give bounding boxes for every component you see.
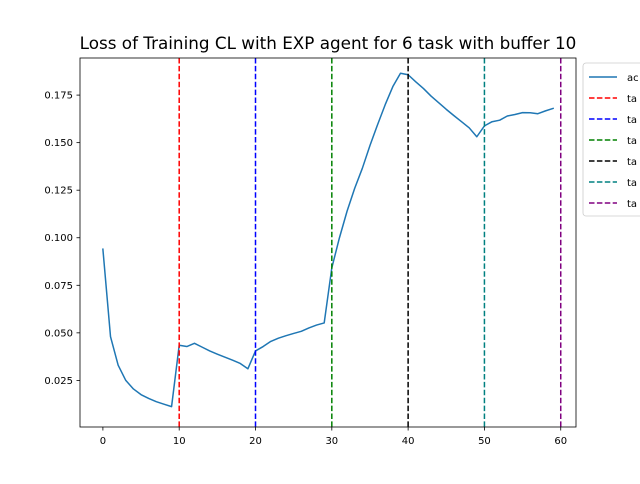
legend-label-4: ta [627,157,637,168]
plot-area [102,58,562,427]
y-tick-label: 0.125 [44,186,73,197]
legend-label-0: ac [627,73,639,84]
x-tick-label: 50 [478,436,491,447]
legend-box [582,62,640,217]
legend-label-3: ta [627,136,637,147]
x-tick-label: 10 [173,436,186,447]
legend-label-1: ta [627,94,637,105]
y-tick-label: 0.050 [44,328,73,339]
x-tick-label: 40 [402,436,415,447]
y-tick-label: 0.075 [44,281,73,292]
x-tick-label: 30 [325,436,338,447]
legend-label-2: ta [627,115,637,126]
x-tick-label: 20 [249,436,262,447]
chart-title: Loss of Training CL with EXP agent for 6… [80,33,577,53]
y-tick-label: 0.175 [44,91,73,102]
legend-label-6: ta [627,199,637,210]
x-tick-label: 0 [100,436,106,447]
y-tick-label: 0.150 [44,138,73,149]
y-tick-label: 0.025 [44,376,73,387]
series-line-0 [102,72,555,408]
legend-label-5: ta [627,178,637,189]
axes-frame [79,57,577,428]
y-tick-label: 0.100 [44,233,73,244]
x-tick-label: 60 [554,436,567,447]
